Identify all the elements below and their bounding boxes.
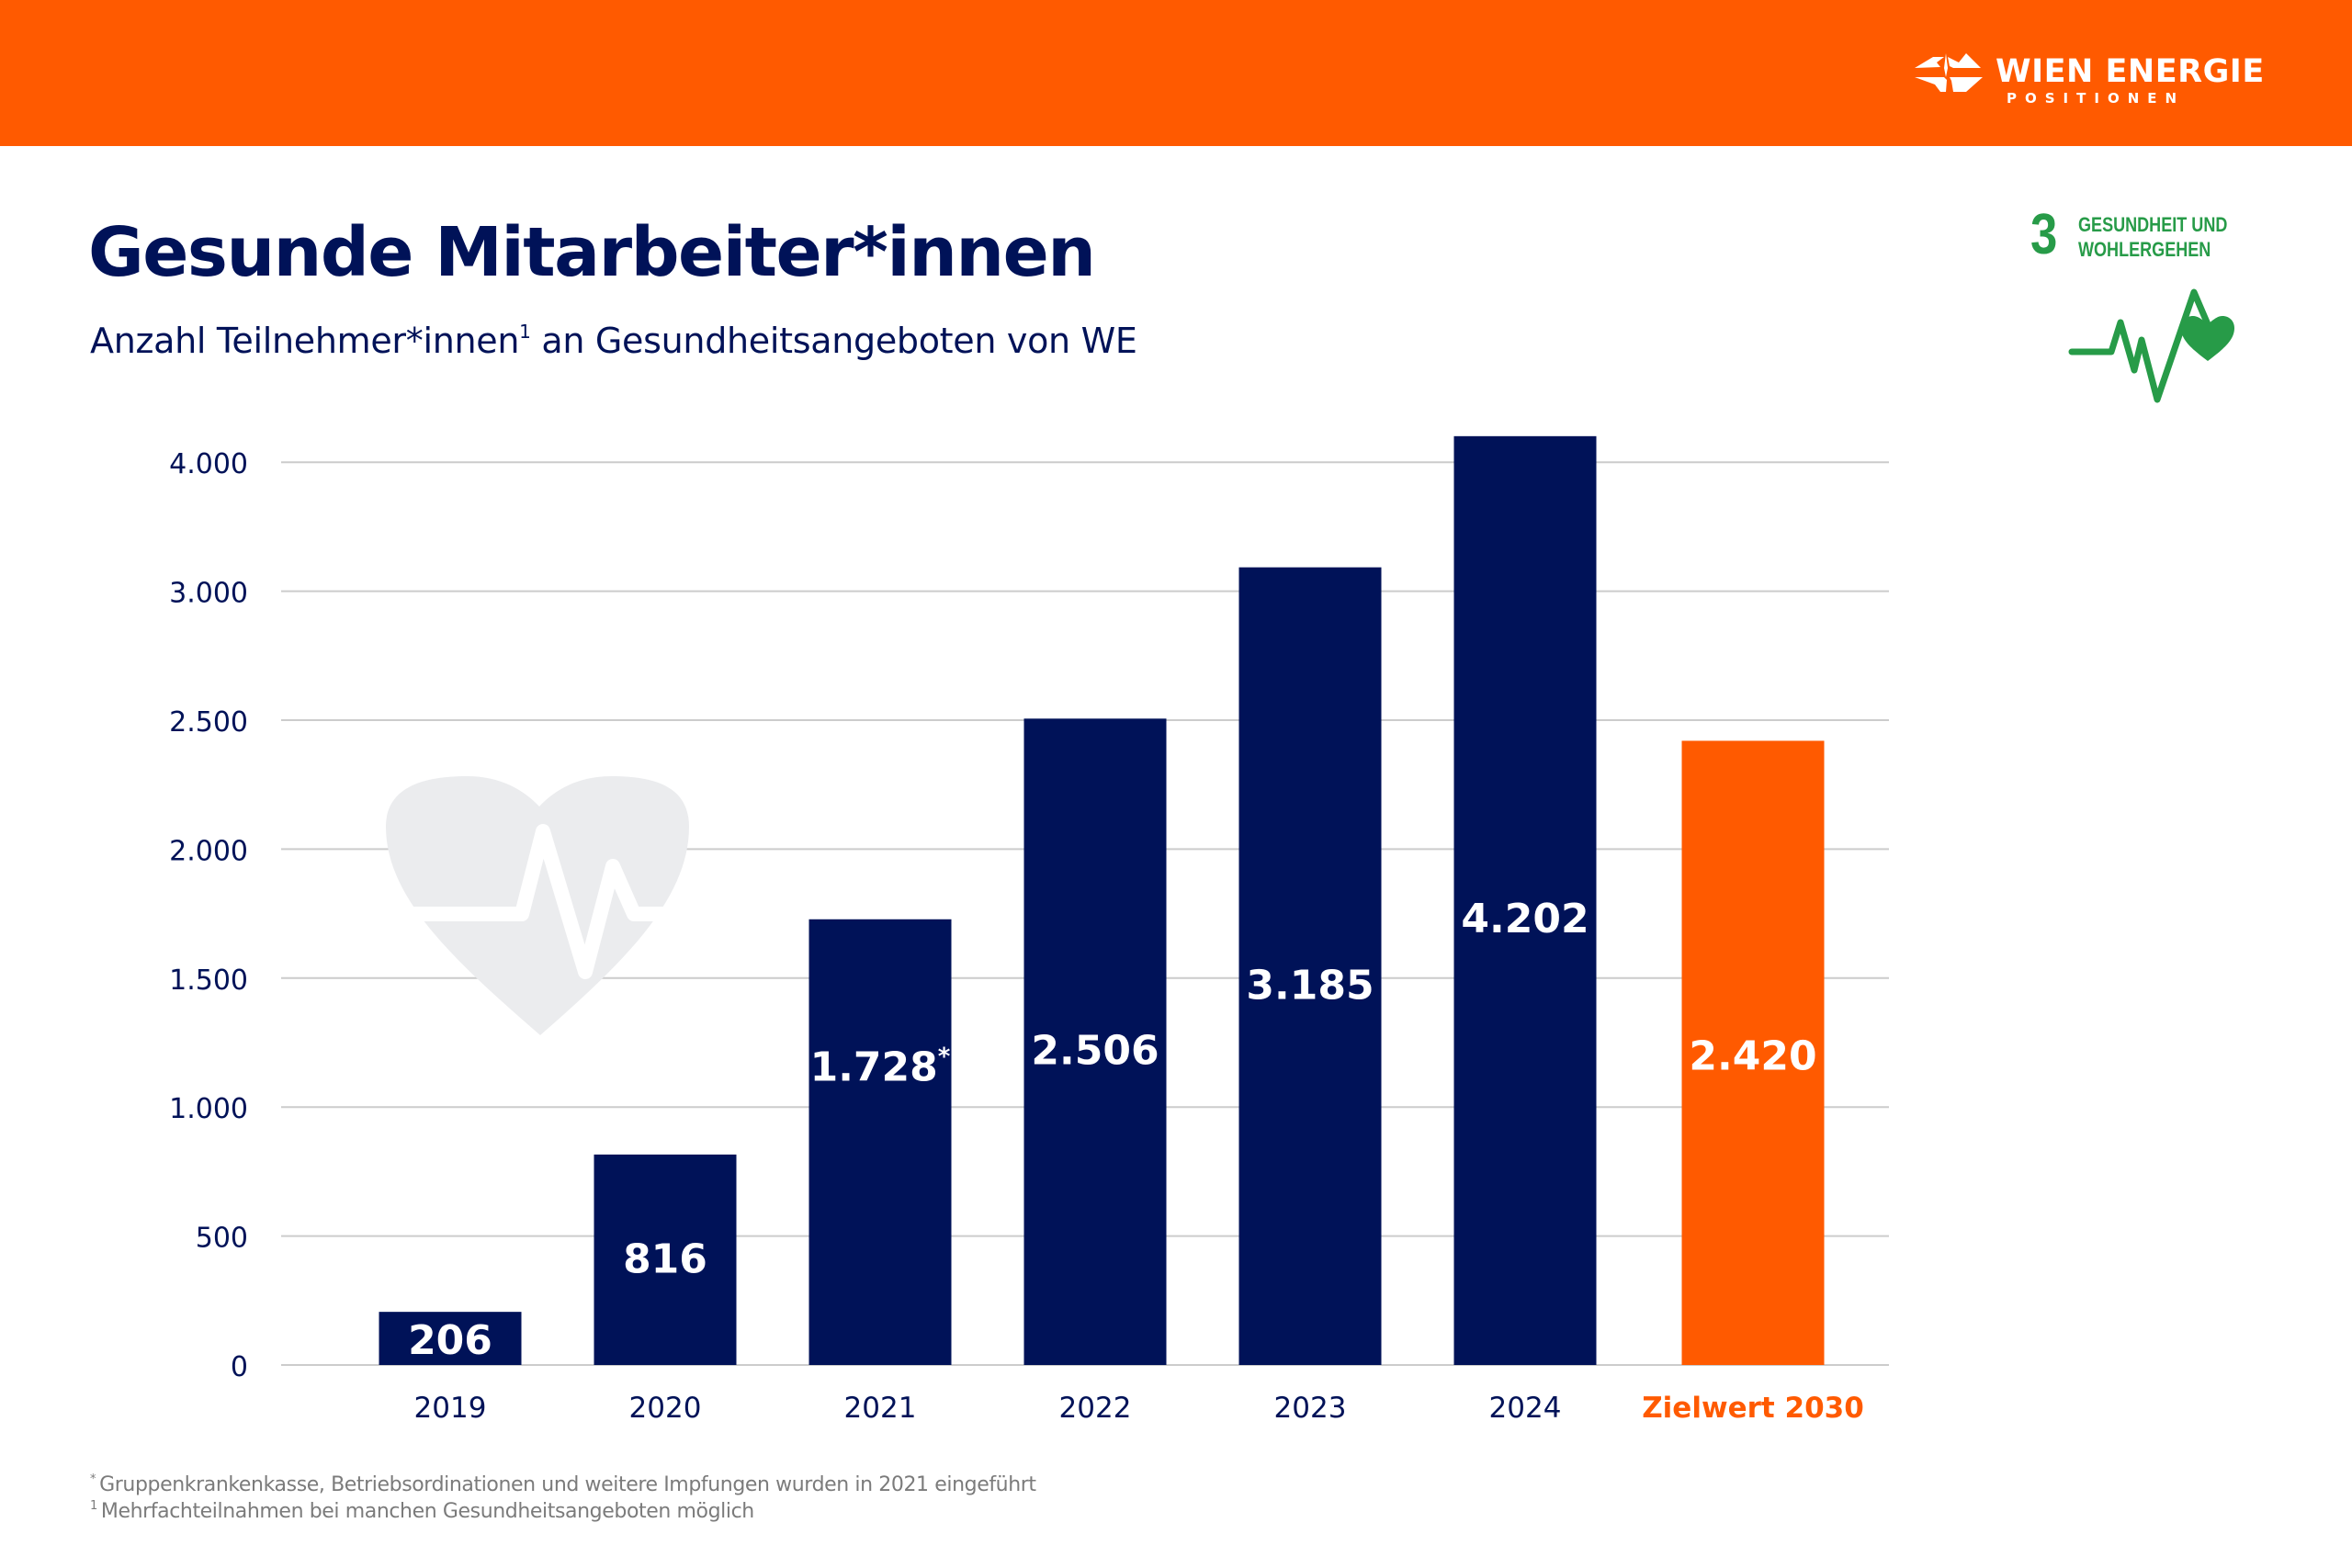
footnote-text: Gruppenkrankenkasse, Betriebsordinatione… xyxy=(99,1473,1036,1496)
chart-subtitle: Anzahl Teilnehmer*innen1 an Gesundheitsa… xyxy=(90,317,1137,365)
wien-energie-logo-icon xyxy=(1915,53,1983,92)
header-band: WIEN ENERGIE POSITIONEN xyxy=(0,0,2352,146)
brand-subtitle: POSITIONEN xyxy=(2007,90,2186,107)
bar xyxy=(594,1154,737,1365)
data-label: 206 xyxy=(408,1317,492,1364)
x-tick-label: 2019 xyxy=(414,1392,487,1425)
footnotes: * Gruppenkrankenkasse, Betriebsordination… xyxy=(90,1472,1036,1525)
bar xyxy=(1453,435,1597,1365)
footnote-marker: * xyxy=(90,1472,96,1486)
sdg-label: GESUNDHEIT UND WOHLERGEHEN xyxy=(2078,212,2227,262)
data-label: 4.202 xyxy=(1461,896,1589,942)
x-axis: 2019 2020 2021 2022 2023 2024 Zielwert 2030 xyxy=(414,1392,1864,1425)
footnote-text: Mehrfachteilnahmen bei manchen Gesundhei… xyxy=(100,1500,754,1523)
data-label: 816 xyxy=(623,1235,707,1282)
sdg-goal-3-badge: 3 GESUNDHEIT UND WOHLERGEHEN xyxy=(2030,203,2251,403)
y-tick-label: 500 xyxy=(196,1223,248,1255)
subtitle-text: Anzahl Teilnehmer*innen xyxy=(90,321,520,361)
bar xyxy=(379,1312,522,1365)
footnote-asterisk: * Gruppenkrankenkasse, Betriebsordination… xyxy=(90,1472,1036,1498)
x-tick-label: 2021 xyxy=(844,1392,917,1425)
bar xyxy=(1023,718,1167,1365)
bar-target xyxy=(1681,740,1825,1365)
y-tick-label: 2.500 xyxy=(169,706,248,739)
sdg-label-line2: WOHLERGEHEN xyxy=(2078,238,2211,261)
data-label: 1.728* xyxy=(810,1043,951,1090)
data-label: 3.185 xyxy=(1246,963,1374,1010)
y-tick-label: 3.000 xyxy=(169,578,248,610)
x-tick-label: 2022 xyxy=(1059,1392,1132,1425)
y-axis: 0 500 1.000 1.500 2.000 2.500 3.000 4.000 xyxy=(169,448,248,1383)
y-tick-label: 1.500 xyxy=(169,964,248,997)
data-label-footnote-marker: * xyxy=(938,1043,951,1070)
y-tick-label: 2.000 xyxy=(169,835,248,867)
bar xyxy=(1238,567,1382,1365)
x-tick-label: 2024 xyxy=(1489,1392,1562,1425)
subtitle-text-rest: an Gesundheitsangeboten von WE xyxy=(530,321,1137,361)
x-tick-label-target: Zielwert 2030 xyxy=(1642,1392,1864,1425)
y-tick-label: 4.000 xyxy=(169,448,248,480)
bars xyxy=(379,435,1825,1365)
y-tick-label: 1.000 xyxy=(169,1093,248,1125)
footnote-1: 1 Mehrfachteilnahmen bei manchen Gesundhe… xyxy=(90,1498,1036,1525)
sdg-label-line1: GESUNDHEIT UND xyxy=(2078,213,2228,236)
x-tick-label: 2023 xyxy=(1274,1392,1347,1425)
page-title: Gesunde Mitarbeiter*innen xyxy=(88,213,1096,292)
bar xyxy=(808,919,952,1365)
heartbeat-heart-icon xyxy=(2068,288,2234,403)
data-label: 2.506 xyxy=(1031,1027,1159,1074)
footnote-marker: 1 xyxy=(90,1499,97,1513)
heart-watermark-icon xyxy=(386,776,689,1035)
data-labels: 206 816 1.728* 2.506 3.185 4.202 2.420 xyxy=(408,896,1817,1364)
brand-name: WIEN ENERGIE xyxy=(1996,53,2265,90)
y-tick-label: 0 xyxy=(231,1351,248,1383)
x-tick-label: 2020 xyxy=(629,1392,702,1425)
sdg-number: 3 xyxy=(2030,203,2058,266)
data-label: 2.420 xyxy=(1689,1032,1816,1079)
subtitle-footnote-marker: 1 xyxy=(519,321,531,343)
